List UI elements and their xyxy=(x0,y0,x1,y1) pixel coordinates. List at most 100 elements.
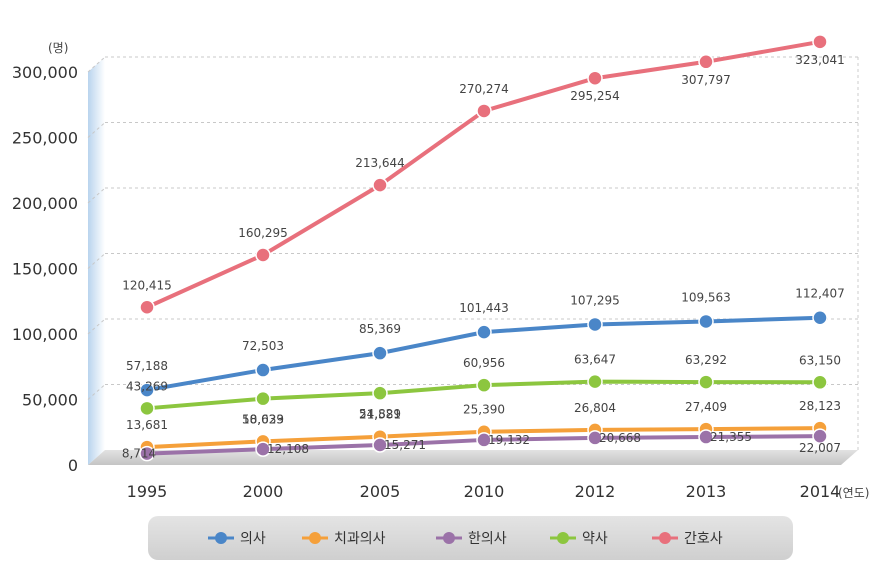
data-label: 20,668 xyxy=(599,431,641,445)
legend-item: 약사 xyxy=(550,531,608,547)
chart-floor xyxy=(88,450,858,465)
data-point xyxy=(812,374,828,391)
y-tick-label: 50,000 xyxy=(22,391,78,410)
series-line-group xyxy=(139,420,828,455)
data-point xyxy=(587,70,603,86)
data-point xyxy=(255,362,271,378)
data-point xyxy=(698,429,714,445)
data-point xyxy=(372,437,388,453)
legend-item: 간호사 xyxy=(652,531,723,547)
data-label: 85,369 xyxy=(359,322,401,336)
series-line-group xyxy=(139,428,828,462)
data-point xyxy=(476,432,492,448)
data-label: 27,409 xyxy=(685,400,727,414)
data-label: 13,681 xyxy=(126,418,168,432)
data-point xyxy=(139,299,155,316)
legend-item: 의사 xyxy=(208,531,266,547)
legend-marker xyxy=(659,532,671,544)
data-point xyxy=(587,316,603,333)
data-label: 50,623 xyxy=(242,413,284,427)
y-axis-unit: (명) xyxy=(48,41,68,55)
data-label: 63,647 xyxy=(574,353,616,367)
series-line-group xyxy=(139,34,828,316)
data-label: 109,563 xyxy=(681,290,731,304)
data-label: 63,292 xyxy=(685,353,727,367)
legend-marker xyxy=(443,532,455,544)
data-label: 26,804 xyxy=(574,401,616,415)
data-label: 101,443 xyxy=(459,301,509,315)
data-point xyxy=(476,324,492,340)
data-point xyxy=(812,309,828,326)
data-point xyxy=(139,445,155,462)
gridline-diagonal xyxy=(87,384,106,400)
data-point xyxy=(476,377,492,393)
data-point xyxy=(812,34,828,50)
x-tick-label: 2000 xyxy=(243,482,284,501)
data-label: 57,188 xyxy=(126,359,168,373)
data-label: 22,007 xyxy=(799,441,841,455)
data-point xyxy=(698,313,714,330)
data-point xyxy=(698,374,714,390)
data-point xyxy=(698,54,714,70)
legend-label: 치과의사 xyxy=(334,531,386,547)
y-tick-label: 150,000 xyxy=(12,260,78,279)
legend-label: 의사 xyxy=(240,531,266,547)
x-tick-label: 2005 xyxy=(360,482,401,501)
data-label: 295,254 xyxy=(570,89,620,103)
x-tick-label: 2010 xyxy=(464,482,505,501)
legend-marker xyxy=(215,532,227,544)
data-label: 63,150 xyxy=(799,353,841,367)
data-point xyxy=(476,103,492,119)
legend-box xyxy=(148,516,793,560)
legend-item: 한의사 xyxy=(436,531,507,547)
data-label: 8,714 xyxy=(122,447,156,461)
data-label: 19,132 xyxy=(488,433,530,447)
data-point xyxy=(587,430,603,446)
data-label: 15,271 xyxy=(384,438,426,452)
data-point xyxy=(372,177,388,193)
y-tick-label: 0 xyxy=(68,456,78,475)
data-point xyxy=(372,345,388,361)
data-label: 72,503 xyxy=(242,339,284,353)
data-label: 323,041 xyxy=(795,53,845,67)
data-label: 21,581 xyxy=(359,408,401,422)
data-label: 12,108 xyxy=(267,442,309,456)
series-group xyxy=(139,34,828,462)
data-label: 270,274 xyxy=(459,82,509,96)
data-label: 213,644 xyxy=(355,156,405,170)
legend-label: 한의사 xyxy=(468,531,507,547)
legend-marker xyxy=(557,532,569,544)
y-axis-ticks: 0 50,000 100,000 150,000 200,000 250,000 300,0… xyxy=(12,63,78,475)
x-axis-ticks: 1995 2000 2005 2010 2012 2013 2014 xyxy=(127,482,841,501)
data-point xyxy=(372,385,388,401)
gridline-diagonal xyxy=(87,253,106,269)
data-label: 21,355 xyxy=(710,430,752,444)
legend-marker xyxy=(309,532,321,544)
series-line-group xyxy=(139,373,828,417)
data-label: 43,269 xyxy=(126,379,168,393)
data-label: 25,390 xyxy=(463,403,505,417)
y-tick-label: 250,000 xyxy=(12,129,78,148)
gridline-diagonal xyxy=(87,122,106,138)
gridlines xyxy=(87,56,858,400)
data-label: 112,407 xyxy=(795,287,845,301)
data-label: 107,295 xyxy=(570,293,620,307)
gridline-diagonal xyxy=(87,318,106,335)
data-point xyxy=(255,390,271,407)
x-tick-label: 2012 xyxy=(575,482,616,501)
data-labels: 57,188 72,503 85,369 101,443 107,295 109,563 1… xyxy=(122,53,845,461)
x-tick-label: 2013 xyxy=(686,482,727,501)
gridline-diagonal xyxy=(87,187,106,204)
data-point xyxy=(255,247,271,263)
data-label: 120,415 xyxy=(122,278,172,292)
legend-item: 치과의사 xyxy=(302,531,386,547)
data-label: 28,123 xyxy=(799,399,841,413)
data-label: 60,956 xyxy=(463,356,505,370)
data-label: 307,797 xyxy=(681,73,731,87)
gridline-diagonal xyxy=(87,56,106,73)
data-point xyxy=(255,441,271,457)
series-line-group xyxy=(139,309,828,398)
data-label: 54,829 xyxy=(359,407,401,421)
y-tick-label: 200,000 xyxy=(12,194,78,213)
x-tick-label: 1995 xyxy=(127,482,168,501)
